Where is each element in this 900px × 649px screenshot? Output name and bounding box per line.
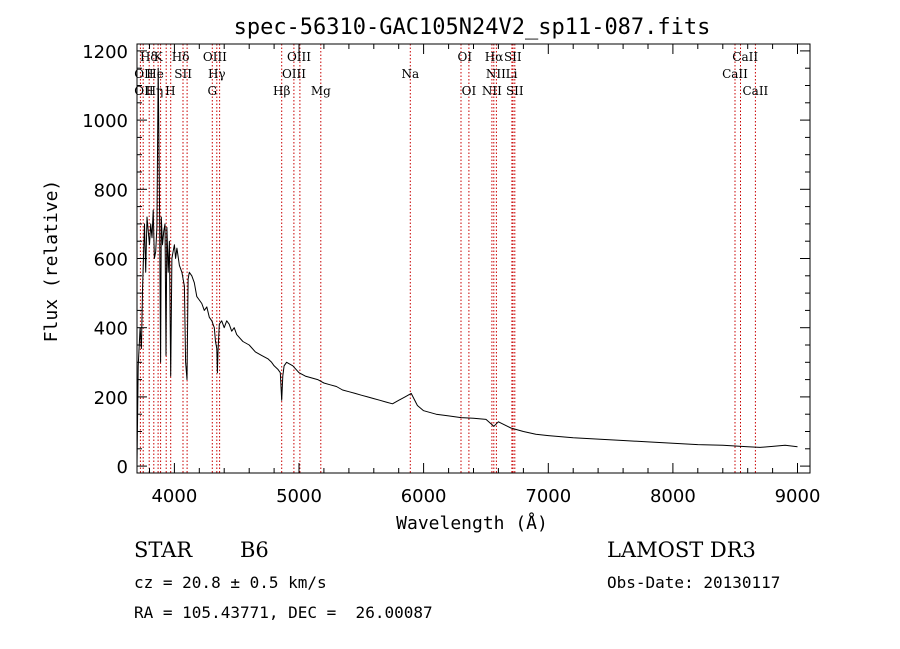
x-tick-label: 7000 xyxy=(525,486,571,507)
series-layer xyxy=(136,67,798,467)
survey-label: LAMOST DR3 xyxy=(607,538,756,562)
line-label: Hδ xyxy=(172,50,190,64)
x-tick-label: 4000 xyxy=(151,486,197,507)
line-label: Hη xyxy=(146,84,164,98)
obs-date-text: Obs-Date: 20130117 xyxy=(607,573,781,592)
subclass-label: B6 xyxy=(240,538,269,562)
axes: 4000 5000 6000 7000 8000 9000 0 200 400 600 800 100… xyxy=(82,42,820,507)
y-tick-label: 1200 xyxy=(82,42,128,63)
redshift-text: cz = 20.8 ± 0.5 km/s xyxy=(134,573,327,592)
y-tick-label: 0 xyxy=(117,457,128,478)
line-label: CaII xyxy=(732,50,758,64)
y-tick-label: 800 xyxy=(94,180,128,201)
line-label: H xyxy=(165,84,175,98)
class-label: STAR xyxy=(134,538,193,562)
line-label: Hδ xyxy=(140,50,158,64)
line-label: NII xyxy=(482,84,502,98)
x-tick-label: 8000 xyxy=(650,486,696,507)
line-label: OIII xyxy=(282,67,306,81)
x-tick-label: 9000 xyxy=(775,486,821,507)
radec-text: RA = 105.43771, DEC = 26.00087 xyxy=(134,603,433,622)
y-tick-label: 600 xyxy=(94,250,128,271)
line-label: K xyxy=(154,50,164,64)
line-label: Li xyxy=(506,67,518,81)
y-axis-label: Flux (relative) xyxy=(41,180,62,343)
line-label: SII xyxy=(174,67,192,81)
y-tick-label: 400 xyxy=(94,319,128,340)
line-label: Na xyxy=(401,67,419,81)
line-label: OIII xyxy=(287,50,311,64)
line-label: He xyxy=(146,67,164,81)
y-tick-label: 200 xyxy=(94,388,128,409)
line-label: OI xyxy=(458,50,473,64)
line-label: Hβ xyxy=(273,84,290,98)
line-label: CaII xyxy=(722,67,748,81)
line-label: SII xyxy=(506,84,524,98)
y-tick-label: 1000 xyxy=(82,111,128,132)
x-tick-label: 5000 xyxy=(276,486,322,507)
line-label: Hγ xyxy=(208,67,226,81)
line-label: OII xyxy=(134,84,154,98)
chart-title: spec-56310-GAC105N24V2_sp11-087.fits xyxy=(234,15,711,40)
series-line-flux xyxy=(136,67,798,467)
line-label: OIII xyxy=(203,50,227,64)
line-label: OII xyxy=(134,67,154,81)
line-label: CaII xyxy=(742,84,768,98)
line-label: G xyxy=(208,84,218,98)
x-tick-label: 6000 xyxy=(401,486,447,507)
x-axis-label: Wavelength (Å) xyxy=(396,512,548,534)
line-label: Mg xyxy=(311,84,331,98)
line-label: NII xyxy=(486,67,506,81)
line-label: SII xyxy=(504,50,522,64)
line-label: Hα xyxy=(485,50,504,64)
line-label: OI xyxy=(462,84,477,98)
